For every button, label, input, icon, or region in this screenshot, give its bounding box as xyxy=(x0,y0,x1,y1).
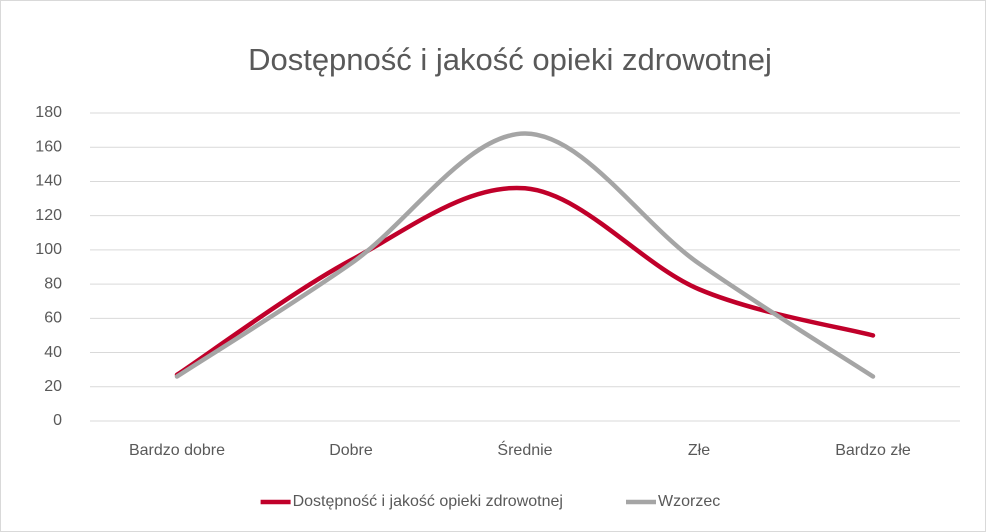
y-tick-label: 120 xyxy=(35,207,62,224)
x-tick-label: Bardzo dobre xyxy=(129,442,225,459)
y-tick-label: 60 xyxy=(44,310,62,327)
legend-label: Wzorzec xyxy=(658,493,720,510)
chart-title: Dostępność i jakość opieki zdrowotnej xyxy=(248,42,772,77)
series-line xyxy=(174,185,876,378)
legend-label: Dostępność i jakość opieki zdrowotnej xyxy=(293,493,563,510)
y-tick-label: 0 xyxy=(53,412,62,429)
series-line xyxy=(174,131,876,379)
x-tick-label: Dobre xyxy=(329,442,373,459)
y-tick-label: 100 xyxy=(35,241,62,258)
y-tick-label: 40 xyxy=(44,344,62,361)
y-tick-label: 160 xyxy=(35,138,62,155)
y-tick-label: 20 xyxy=(44,378,62,395)
y-tick-label: 140 xyxy=(35,173,62,190)
x-tick-label: Złe xyxy=(688,442,710,459)
x-tick-label: Bardzo złe xyxy=(835,442,911,459)
y-tick-label: 80 xyxy=(44,275,62,292)
x-tick-label: Średnie xyxy=(497,440,552,459)
y-tick-label: 180 xyxy=(35,104,62,121)
